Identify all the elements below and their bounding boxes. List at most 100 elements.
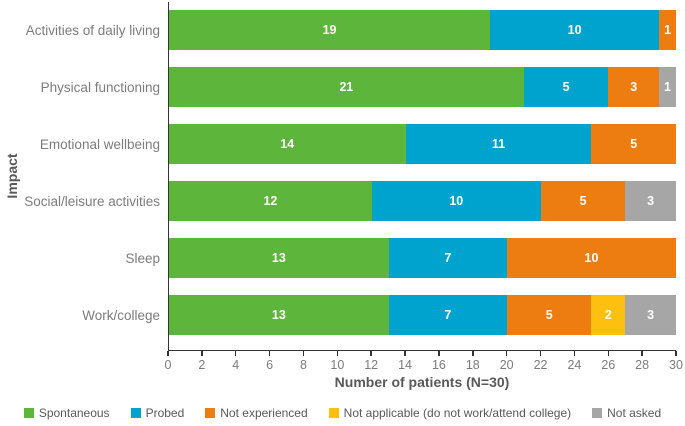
x-tick-label: 26 xyxy=(601,358,616,372)
bar-segment: 12 xyxy=(169,181,372,221)
x-tick-label: 8 xyxy=(299,358,307,372)
x-tick-mark xyxy=(438,351,440,356)
bar-value-label: 10 xyxy=(449,193,464,208)
category-axis-labels: Activities of daily living Physical funct… xyxy=(0,2,160,350)
legend-item: Probed xyxy=(130,406,185,420)
bar-row: 12 10 5 3 xyxy=(169,181,676,221)
x-tick-label: 22 xyxy=(533,358,548,372)
bar-segment: 5 xyxy=(591,124,676,164)
x-tick-label: 2 xyxy=(198,358,206,372)
x-tick-mark xyxy=(268,351,271,356)
x-tick-label: 16 xyxy=(431,358,446,372)
bar-row: 19 10 1 xyxy=(169,10,676,50)
x-tick-label: 30 xyxy=(669,358,683,372)
bar-value-label: 12 xyxy=(263,193,278,208)
x-axis-ticks: 0 2 4 6 8 10 12 14 16 18 20 22 24 26 28 30 xyxy=(165,351,683,373)
x-tick-mark xyxy=(404,351,406,356)
legend-label: Probed xyxy=(145,406,185,420)
bar-segment: 11 xyxy=(405,124,592,164)
x-tick-label: 4 xyxy=(232,358,240,372)
bar-value-label: 7 xyxy=(444,250,452,265)
bar-segment: 21 xyxy=(169,67,524,107)
bar-segment: 13 xyxy=(169,295,389,335)
bar-segment: 3 xyxy=(625,295,676,335)
plot-area: 19 10 1 21 5 3 1 14 11 5 12 10 5 3 13 7 10 13 7 5 2 3 xyxy=(168,2,676,351)
legend-swatch xyxy=(130,408,141,418)
bar-row: 14 11 5 xyxy=(169,124,676,164)
x-tick-mark xyxy=(201,351,203,356)
bar-segment: 3 xyxy=(625,181,676,221)
bar-row: 13 7 10 xyxy=(169,238,676,278)
bar-row: 13 7 5 2 3 xyxy=(169,295,676,335)
category-label: Physical functioning xyxy=(40,79,160,95)
bar-value-label: 11 xyxy=(491,136,506,151)
bar-segment: 10 xyxy=(490,10,660,50)
bar-value-label: 5 xyxy=(630,136,638,151)
x-tick-mark xyxy=(641,351,643,356)
category-label: Social/leisure activities xyxy=(24,193,160,209)
bar-value-label: 7 xyxy=(444,307,452,322)
bar-value-label: 3 xyxy=(647,193,655,208)
x-tick-mark xyxy=(539,351,542,356)
bar-segment: 1 xyxy=(659,67,676,107)
bar-value-label: 13 xyxy=(271,250,286,265)
category-label: Activities of daily living xyxy=(25,22,160,38)
x-tick-mark xyxy=(234,351,237,356)
bar-segment: 5 xyxy=(540,181,626,221)
x-axis-title: Number of patients (N=30) xyxy=(334,374,510,390)
bar-value-label: 13 xyxy=(271,307,286,322)
bar-segment: 1 xyxy=(659,10,676,50)
x-tick-label: 6 xyxy=(266,358,274,372)
bar-value-label: 2 xyxy=(604,307,612,322)
x-tick-label: 20 xyxy=(499,358,514,372)
legend-label: Not asked xyxy=(607,406,662,420)
x-tick-mark xyxy=(607,351,610,356)
bar-value-label: 19 xyxy=(322,22,337,37)
bar-segment: 2 xyxy=(591,295,626,335)
legend-item: Not experienced xyxy=(205,406,308,420)
x-tick-label: 14 xyxy=(398,358,413,372)
x-tick-label: 12 xyxy=(364,358,379,372)
x-tick-label: 0 xyxy=(164,358,172,372)
bar-segment: 5 xyxy=(523,67,609,107)
bar-segment: 7 xyxy=(388,295,507,335)
bar-value-label: 10 xyxy=(584,250,599,265)
category-label: Sleep xyxy=(125,250,160,266)
bar-segment: 3 xyxy=(608,67,660,107)
bar-value-label: 3 xyxy=(647,307,655,322)
x-tick-mark xyxy=(675,351,677,356)
category-label: Emotional wellbeing xyxy=(39,136,160,152)
chart-legend: Spontaneous Probed Not experienced Not appl… xyxy=(0,403,685,423)
legend-swatch xyxy=(205,408,216,418)
x-tick-mark xyxy=(302,351,305,356)
bar-value-label: 10 xyxy=(567,22,582,37)
legend-item: Not applicable (do not work/attend colle… xyxy=(328,406,572,420)
bar-segment: 10 xyxy=(371,181,541,221)
legend-swatch xyxy=(592,408,603,418)
bar-segment: 13 xyxy=(169,238,389,278)
bar-value-label: 14 xyxy=(280,136,295,151)
bar-segment: 19 xyxy=(169,10,491,50)
legend-label: Not experienced xyxy=(220,406,308,420)
x-tick-mark xyxy=(573,351,576,356)
bar-segment: 7 xyxy=(388,238,507,278)
bar-value-label: 3 xyxy=(630,79,638,94)
x-tick-label: 28 xyxy=(635,358,650,372)
bar-row: 21 5 3 1 xyxy=(169,67,676,107)
x-tick-mark xyxy=(167,351,169,356)
x-tick-label: 18 xyxy=(465,358,480,372)
bar-value-label: 1 xyxy=(664,22,672,37)
x-tick-mark xyxy=(472,351,474,356)
x-tick-mark xyxy=(370,351,372,356)
bar-value-label: 5 xyxy=(545,307,553,322)
bar-segment: 5 xyxy=(506,295,592,335)
legend-label: Spontaneous xyxy=(38,406,110,420)
bar-segment: 10 xyxy=(506,238,676,278)
bar-value-label: 5 xyxy=(562,79,570,94)
x-tick-mark xyxy=(505,351,508,356)
x-tick-mark xyxy=(336,351,339,356)
legend-label: Not applicable (do not work/attend colle… xyxy=(343,406,572,420)
bar-value-label: 21 xyxy=(339,79,354,94)
bar-value-label: 1 xyxy=(664,79,671,94)
